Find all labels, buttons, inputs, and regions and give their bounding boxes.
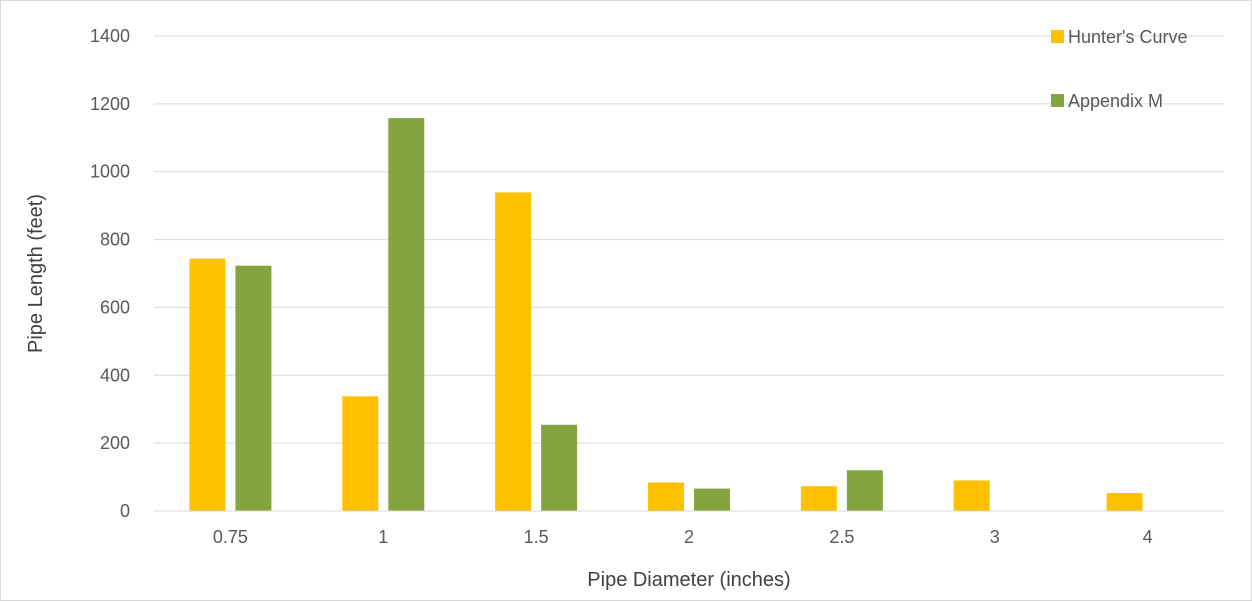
bar-appendix-m-0.75 xyxy=(235,265,272,511)
gridlines xyxy=(154,35,1224,444)
bar-hunters-curve-3 xyxy=(953,480,990,511)
bar-appendix-m-1.5 xyxy=(541,424,578,511)
y-tick-label: 600 xyxy=(100,297,130,317)
bar-appendix-m-2.5 xyxy=(846,470,883,511)
bar-hunters-curve-2.5 xyxy=(800,486,837,511)
bar-appendix-m-1 xyxy=(388,118,425,511)
x-tick-label: 0.75 xyxy=(213,527,248,547)
legend-label-hunters-curve: Hunter's Curve xyxy=(1068,27,1187,47)
x-tick-label: 4 xyxy=(1143,527,1153,547)
x-axis-tick-labels: 0.75 1 1.5 2 2.5 3 4 xyxy=(213,527,1153,547)
y-axis-title: Pipe Length (feet) xyxy=(25,194,47,353)
y-tick-label: 1200 xyxy=(90,94,130,114)
x-tick-label: 1.5 xyxy=(524,527,549,547)
y-tick-label: 200 xyxy=(100,433,130,453)
x-tick-label: 3 xyxy=(990,527,1000,547)
y-tick-label: 1400 xyxy=(90,26,130,46)
x-tick-label: 1 xyxy=(378,527,388,547)
bar-appendix-m-2 xyxy=(694,488,730,511)
y-tick-label: 400 xyxy=(100,365,130,385)
bar-hunters-curve-2 xyxy=(648,482,684,511)
y-axis-tick-labels: 0 200 400 600 800 1000 1200 1400 xyxy=(90,26,130,521)
y-tick-label: 0 xyxy=(120,501,130,521)
legend-swatch-hunters-curve xyxy=(1051,30,1064,43)
bar-hunters-curve-1.5 xyxy=(495,192,532,512)
x-tick-label: 2 xyxy=(684,527,694,547)
legend-label-appendix-m: Appendix M xyxy=(1068,91,1163,111)
legend: Hunter's Curve Appendix M xyxy=(1051,27,1187,111)
bars xyxy=(189,118,1143,512)
y-tick-label: 1000 xyxy=(90,162,130,182)
bar-hunters-curve-0.75 xyxy=(189,258,226,511)
y-tick-label: 800 xyxy=(100,230,130,250)
x-tick-label: 2.5 xyxy=(829,527,854,547)
bar-hunters-curve-1 xyxy=(342,396,379,511)
bar-hunters-curve-4 xyxy=(1106,493,1143,511)
x-axis-title: Pipe Diameter (inches) xyxy=(587,569,790,591)
legend-swatch-appendix-m xyxy=(1051,94,1064,107)
